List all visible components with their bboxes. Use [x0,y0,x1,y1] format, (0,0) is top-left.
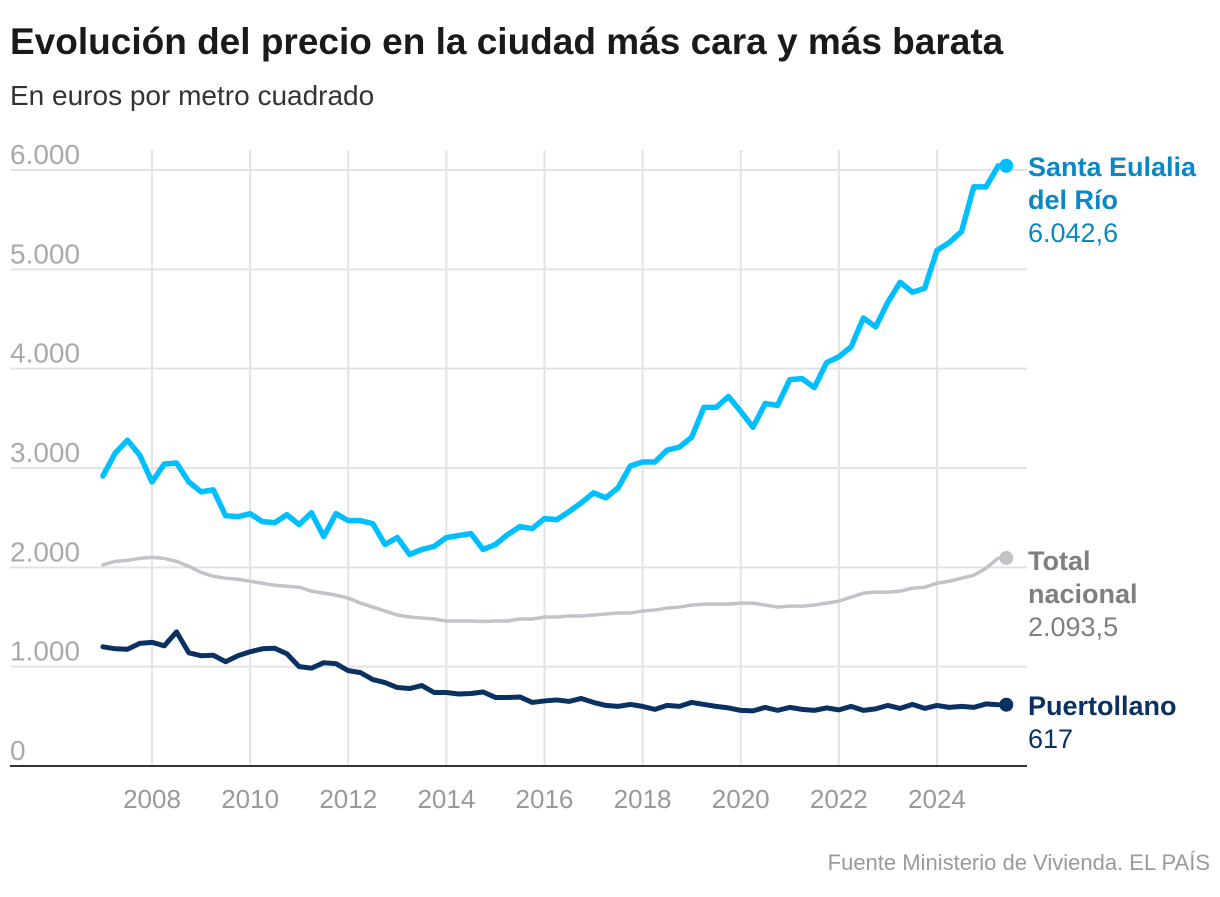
source-note: Fuente Ministerio de Vivienda. EL PAÍS [828,850,1210,875]
chart-title: Evolución del precio en la ciudad más ca… [10,21,1004,62]
series-end-dot [999,551,1014,566]
series-end-dot [999,697,1014,712]
series-value-label: 6.042,6 [1028,218,1118,248]
chart-subtitle: En euros por metro cuadrado [10,80,374,111]
series-name-label: del Río [1028,185,1118,215]
x-tick-label: 2018 [614,784,672,814]
x-tick-label: 2012 [319,784,377,814]
series-line [100,163,1002,558]
y-tick-label: 1.000 [10,636,80,667]
series-name-label: nacional [1028,579,1138,609]
x-tick-label: 2024 [908,784,966,814]
x-tick-label: 2008 [123,784,181,814]
x-axis: 2008 2010 2012 2014 2016 2018 2020 2022 2024 [123,784,966,814]
x-tick-label: 2020 [712,784,770,814]
series-lines [100,158,1014,714]
y-tick-label: 4.000 [10,338,80,369]
grid [10,150,1027,767]
series-value-label: 2.093,5 [1028,612,1118,642]
series-line [100,629,1001,714]
x-tick-label: 2014 [417,784,475,814]
x-tick-label: 2010 [221,784,279,814]
y-tick-label: 5.000 [10,238,80,269]
x-tick-label: 2022 [810,784,868,814]
y-tick-label: 3.000 [10,437,80,468]
series-name-label: Total [1028,546,1091,576]
y-tick-label: 6.000 [10,139,80,170]
x-tick-label: 2016 [516,784,574,814]
y-tick-label: 0 [10,735,26,766]
series-value-label: 617 [1028,724,1073,754]
y-axis: 0 1.000 2.000 3.000 4.000 5.000 6.000 [10,139,80,766]
y-tick-label: 2.000 [10,536,80,567]
series-end-dot [999,158,1014,173]
series-name-label: Santa Eulalia [1028,152,1197,182]
series-name-label: Puertollano [1028,691,1177,721]
series-line [101,555,1001,624]
